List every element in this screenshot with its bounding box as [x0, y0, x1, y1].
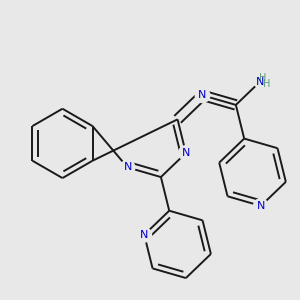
- Circle shape: [195, 88, 210, 103]
- Circle shape: [120, 160, 135, 175]
- Circle shape: [254, 199, 268, 213]
- Text: H: H: [259, 73, 266, 83]
- Text: N: N: [140, 230, 148, 240]
- Circle shape: [178, 146, 193, 160]
- Text: N: N: [182, 148, 190, 158]
- Text: N: N: [198, 90, 207, 100]
- Text: N: N: [123, 162, 132, 172]
- Text: H: H: [263, 79, 271, 88]
- Circle shape: [137, 227, 152, 242]
- Text: N: N: [256, 76, 264, 86]
- Circle shape: [254, 74, 268, 88]
- Text: N: N: [257, 201, 265, 211]
